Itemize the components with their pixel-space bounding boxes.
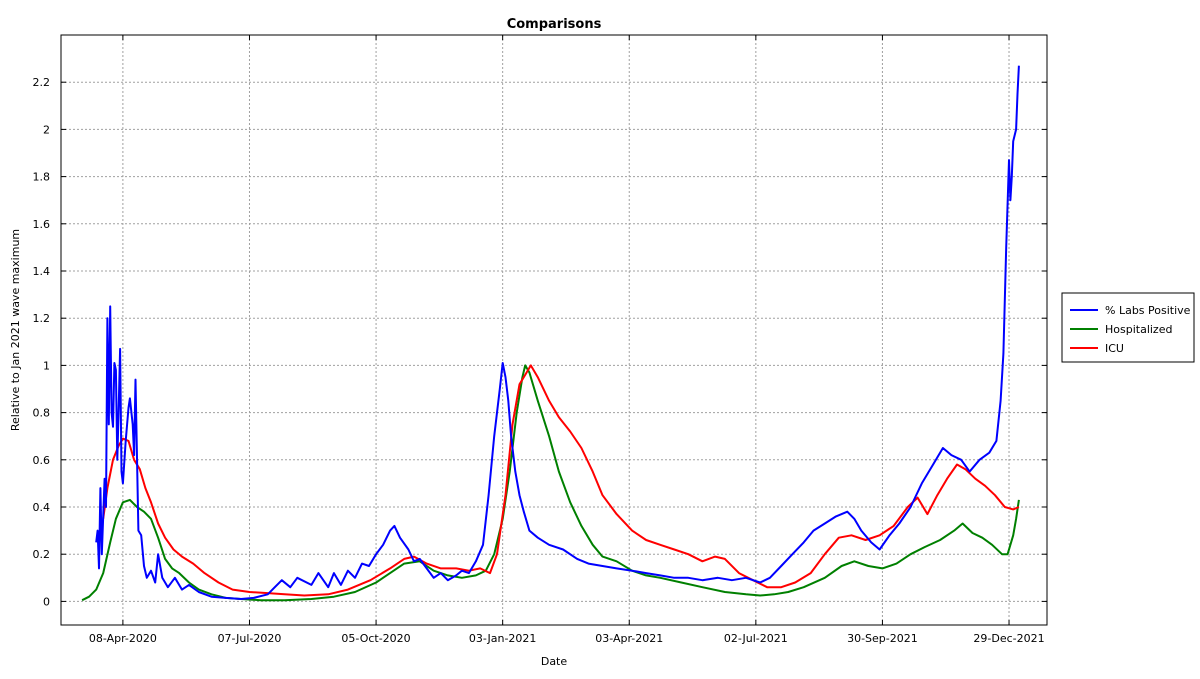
y-tick-label: 0.4 <box>33 501 51 514</box>
legend: % Labs Positive Hospitalized ICU <box>1061 292 1195 363</box>
y-tick-label: 1.4 <box>33 265 51 278</box>
legend-label: ICU <box>1105 342 1124 355</box>
y-tick-label: 2.2 <box>33 76 51 89</box>
series-line-icu <box>102 364 1020 597</box>
legend-label: Hospitalized <box>1105 323 1172 336</box>
y-tick-label: 1.8 <box>33 171 51 184</box>
x-tick-label: 02-Jul-2021 <box>724 632 788 645</box>
x-tick-label: 05-Oct-2020 <box>341 632 410 645</box>
legend-label: % Labs Positive <box>1105 304 1191 317</box>
plot-frame <box>60 34 1048 626</box>
x-tick-label: 30-Sep-2021 <box>847 632 918 645</box>
y-tick-label: 0.6 <box>33 454 51 467</box>
legend-box <box>1061 292 1195 363</box>
y-tick-label: 1.2 <box>33 312 51 325</box>
series-line-hospitalized <box>81 364 1020 602</box>
y-tick-label: 0 <box>43 595 50 608</box>
series-line-labs-positive <box>95 65 1020 600</box>
chart-title: Comparisons <box>507 17 602 32</box>
y-tick-label: 1 <box>43 359 50 372</box>
y-axis: 0 0.2 0.4 0.6 0.8 1 1.2 1.4 1.6 1.8 2 2.2 <box>33 76 1047 608</box>
x-axis: 08-Apr-2020 07-Jul-2020 05-Oct-2020 03-Jan-… <box>89 35 1045 645</box>
y-axis-label: Relative to Jan 2021 wave maximum <box>9 229 22 431</box>
y-tick-label: 0.2 <box>33 548 51 561</box>
y-tick-label: 2 <box>43 123 50 136</box>
x-tick-label: 07-Jul-2020 <box>218 632 282 645</box>
x-tick-label: 03-Apr-2021 <box>595 632 663 645</box>
x-tick-label: 03-Jan-2021 <box>469 632 537 645</box>
x-tick-label: 29-Dec-2021 <box>973 632 1044 645</box>
y-tick-label: 0.8 <box>33 407 51 420</box>
legend-items: % Labs Positive Hospitalized ICU <box>1070 304 1191 355</box>
x-axis-label: Date <box>541 655 568 668</box>
series-layer <box>81 65 1020 602</box>
x-tick-label: 08-Apr-2020 <box>89 632 157 645</box>
grid-layer <box>61 35 1047 625</box>
y-tick-label: 1.6 <box>33 218 51 231</box>
